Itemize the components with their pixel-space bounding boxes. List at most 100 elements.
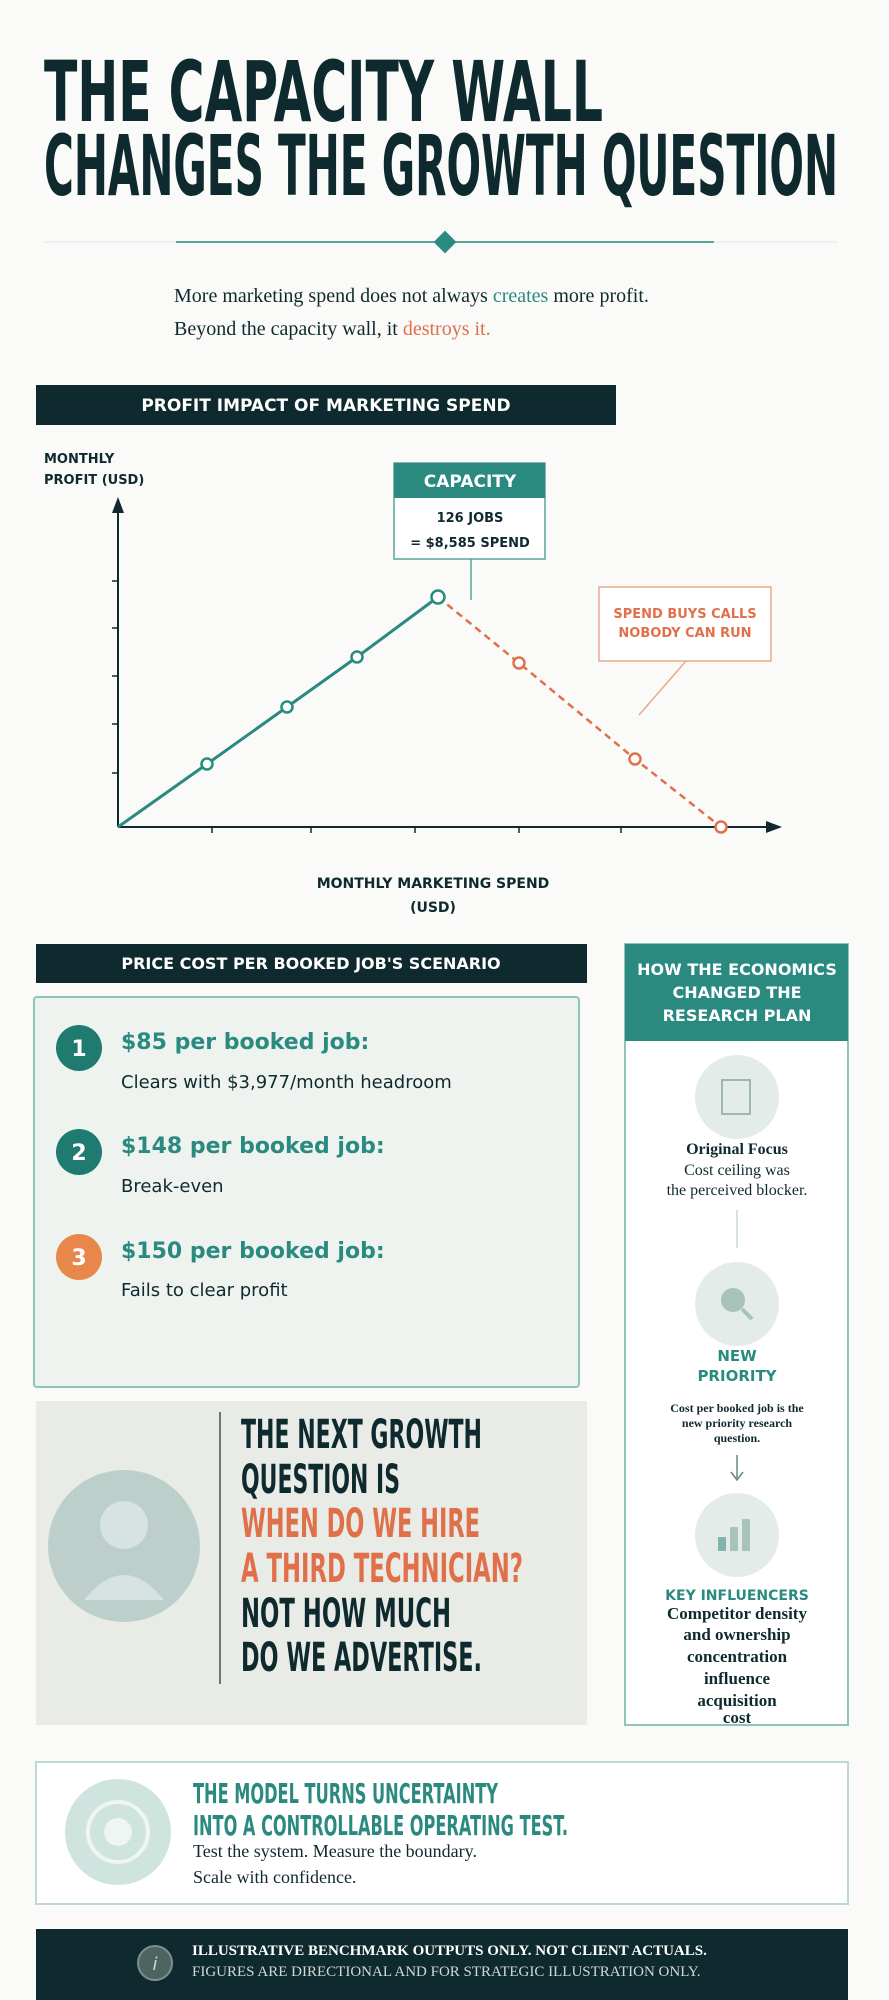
step-heading: Original Focus	[686, 1141, 788, 1158]
scenario-badge	[56, 1025, 102, 1071]
scenario-number: 1	[71, 1037, 86, 1062]
scenario-heading: $85 per booked job:	[121, 1030, 369, 1055]
axis-arrow	[112, 497, 124, 513]
model-heading: INTO A CONTROLLABLE OPERATING TEST.	[193, 1809, 568, 1842]
research-header	[625, 944, 848, 1041]
y-axis-label: MONTHLY	[44, 452, 115, 467]
step-text: Competitor density	[667, 1604, 807, 1623]
scenario-header	[36, 944, 587, 983]
connector	[638, 660, 687, 716]
scenario-number: 3	[71, 1246, 86, 1271]
scenario-badge	[56, 1129, 102, 1175]
quote-line: DO WE ADVERTISE.	[241, 1635, 482, 1681]
point	[628, 752, 642, 766]
step-text: question.	[714, 1431, 760, 1445]
intro-highlight: destroys it.	[403, 318, 491, 340]
scenario-number: 2	[71, 1141, 86, 1166]
x-axis-label: MONTHLY MARKETING SPEND	[317, 876, 550, 892]
icon-bar	[742, 1519, 750, 1551]
callout-text: NOBODY CAN RUN	[618, 626, 751, 641]
portrait-head	[100, 1501, 148, 1549]
quote-line: A THIRD TECHNICIAN?	[241, 1546, 523, 1592]
points	[200, 589, 728, 834]
step-text: concentration	[687, 1647, 788, 1666]
scenario-heading: $150 per booked job:	[121, 1239, 385, 1264]
scenario-heading: $148 per booked job:	[121, 1134, 385, 1159]
step-heading: KEY INFLUENCERS	[665, 1588, 809, 1604]
model-text: Test the system. Measure the boundary.	[193, 1841, 477, 1861]
point	[280, 700, 294, 714]
intro-text: more profit.	[548, 285, 649, 307]
info-icon	[137, 1945, 173, 1981]
point	[512, 656, 526, 670]
step-text: acquisition	[697, 1691, 777, 1710]
portrait-body	[84, 1575, 164, 1600]
step-text: Cost ceiling was	[684, 1162, 790, 1179]
axis-arrow	[766, 821, 782, 833]
model-text: Scale with confidence.	[193, 1867, 356, 1887]
step-heading: PRIORITY	[697, 1367, 777, 1385]
step-text: and ownership	[683, 1625, 790, 1644]
arrow-head	[730, 1471, 744, 1482]
step-heading: NEW	[717, 1347, 757, 1365]
footer-text: FIGURES ARE DIRECTIONAL AND FOR STRATEGI…	[192, 1964, 701, 1980]
capacity-title: CAPACITY	[424, 472, 517, 492]
quote-line: NOT HOW MUCH	[241, 1591, 451, 1637]
model-icon-ring	[86, 1800, 150, 1864]
quote-line: WHEN DO WE HIRE	[241, 1501, 480, 1547]
x-axis-label: (USD)	[410, 900, 456, 916]
icon-circle	[695, 1055, 779, 1139]
scenario-detail: Clears with $3,977/month headroom	[121, 1072, 452, 1093]
info-icon-glyph: i	[152, 1954, 157, 1975]
point	[714, 820, 728, 834]
scenario-badge	[56, 1234, 102, 1280]
research-title: HOW THE ECONOMICS	[637, 960, 837, 979]
callout-box	[598, 586, 772, 662]
quote-line: QUESTION IS	[241, 1457, 400, 1503]
icon-search	[721, 1288, 745, 1312]
scenario-box	[33, 996, 580, 1388]
intro-line: More marketing spend does not always cre…	[174, 285, 649, 307]
research-title: CHANGED THE	[672, 983, 801, 1002]
scenario-item: 1 $85 per booked job: Clears with $3,977…	[56, 1025, 452, 1093]
scenario-detail: Break-even	[121, 1176, 224, 1197]
chart-header	[36, 385, 616, 425]
peak-point	[430, 589, 446, 605]
intro-line: Beyond the capacity wall, it destroys it…	[174, 318, 491, 340]
profit-line-falling	[437, 596, 722, 828]
step-text: new priority research	[682, 1416, 793, 1430]
x-ticks	[211, 827, 622, 833]
y-ticks	[112, 580, 118, 774]
intro-text: More marketing spend does not always	[174, 285, 493, 307]
step-text: the perceived blocker.	[667, 1182, 808, 1199]
capacity-header	[394, 463, 545, 498]
callout-text: SPEND BUYS CALLS	[613, 607, 756, 622]
intro-text: Beyond the capacity wall, it	[174, 318, 403, 340]
step-text: cost	[723, 1708, 752, 1727]
intro-highlight: creates	[493, 285, 549, 307]
scenario-detail: Fails to clear profit	[121, 1280, 288, 1301]
research-title: RESEARCH PLAN	[663, 1006, 812, 1025]
y-axis-label: PROFIT (USD)	[44, 473, 144, 488]
scenario-item: 3 $150 per booked job: Fails to clear pr…	[56, 1234, 385, 1301]
step-text: Cost per booked job is the	[670, 1401, 804, 1415]
chart-title: PROFIT IMPACT OF MARKETING SPEND	[141, 396, 510, 416]
icon-search	[740, 1307, 754, 1321]
scenario-title: PRICE COST PER BOOKED JOB'S SCENARIO	[121, 954, 500, 973]
model-icon-core	[104, 1818, 132, 1846]
point	[200, 757, 214, 771]
capacity-text: 126 JOBS	[437, 511, 504, 526]
footer-text: ILLUSTRATIVE BENCHMARK OUTPUTS ONLY. NOT…	[192, 1943, 707, 1959]
step-text: influence	[704, 1669, 771, 1688]
quote-line: THE NEXT GROWTH	[241, 1412, 482, 1458]
capacity-text: = $8,585 SPEND	[410, 536, 530, 551]
model-heading: THE MODEL TURNS UNCERTAINTY	[193, 1777, 498, 1810]
model-box	[35, 1761, 849, 1905]
title: CHANGES THE GROWTH QUESTION	[44, 117, 838, 215]
icon-bar	[718, 1537, 726, 1551]
icon-document	[721, 1079, 751, 1115]
title: THE CAPACITY WALL	[44, 43, 603, 141]
scenario-item: 2 $148 per booked job: Break-even	[56, 1129, 385, 1197]
point	[350, 650, 364, 664]
